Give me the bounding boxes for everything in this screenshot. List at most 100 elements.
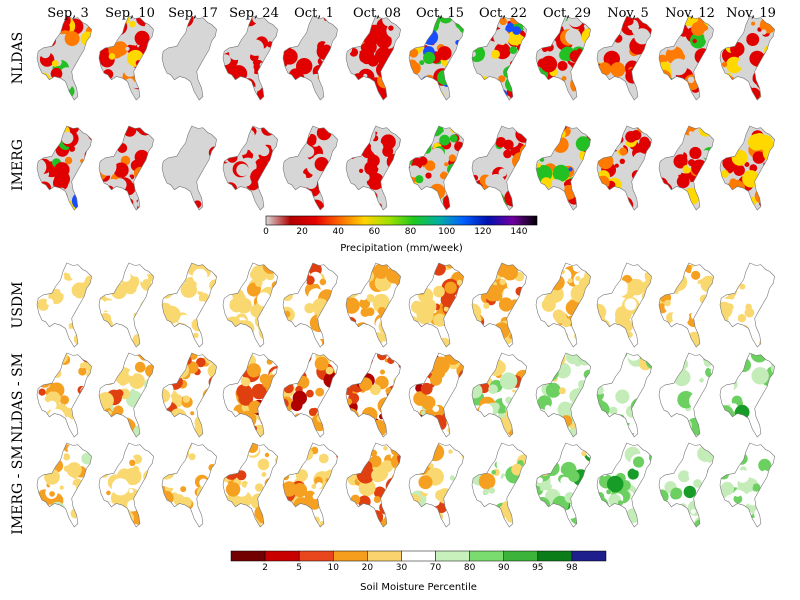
sm-colorbar-segment [298, 550, 334, 562]
precip-tick-label: 20 [296, 227, 308, 237]
state-map [536, 353, 591, 437]
sm-colorbar-segment [333, 550, 368, 562]
map-outline [408, 442, 464, 528]
state-map [223, 353, 278, 437]
map-outline [596, 442, 652, 528]
map-outline [222, 262, 278, 348]
precip-tick-label: 120 [474, 227, 492, 237]
map-outline [658, 262, 714, 348]
sm-tick-label: 90 [497, 563, 510, 573]
map-outline [36, 262, 92, 348]
map-outline [222, 352, 278, 438]
state-map [472, 443, 527, 527]
map-outline [36, 352, 92, 438]
map-outline [408, 352, 464, 438]
state-map [99, 16, 154, 100]
state-map [536, 443, 591, 527]
map-outline [471, 125, 527, 211]
date-header: Sep, 10 [105, 6, 155, 21]
map-outline [596, 15, 652, 101]
date-header: Sep, 24 [229, 6, 279, 21]
map-outline [408, 125, 464, 211]
state-map [472, 16, 527, 100]
row-label: IMERG [10, 139, 26, 191]
state-map [223, 443, 278, 527]
map-outline [36, 442, 92, 528]
state-map [37, 126, 92, 210]
map-outline [161, 262, 217, 348]
map-outline [535, 262, 591, 348]
state-map [37, 263, 92, 347]
map-outline [282, 442, 338, 528]
sm-tick-label: 30 [395, 563, 408, 573]
map-outline [98, 125, 154, 211]
precip-tick-label: 40 [332, 227, 344, 237]
sm-colorbar-segment [367, 550, 402, 562]
sm-colorbar-segment [401, 550, 436, 562]
map-outline [345, 125, 401, 211]
state-map [99, 353, 154, 437]
state-map [659, 353, 714, 437]
map-outline [471, 262, 527, 348]
map-outline [719, 125, 775, 211]
state-map [472, 126, 527, 210]
map-outline [719, 442, 775, 528]
map-outline [535, 442, 591, 528]
precip-colorbar [265, 215, 538, 226]
state-map [99, 443, 154, 527]
state-map [472, 263, 527, 347]
date-header: Oct, 15 [416, 6, 464, 21]
precip-tick-label: 80 [404, 227, 417, 237]
map-outline [345, 442, 401, 528]
sm-tick-label: 20 [361, 563, 374, 573]
sm-tick-label: 2 [262, 563, 268, 573]
map-outline [282, 15, 338, 101]
map-outline [36, 15, 92, 101]
map-outline [719, 352, 775, 438]
state-map [659, 263, 714, 347]
sm-colorbar-segment [230, 550, 266, 562]
map-outline [471, 15, 527, 101]
map-outline [98, 442, 154, 528]
date-header: Nov, 5 [607, 6, 649, 21]
sm-tick-label: 10 [327, 563, 339, 573]
map-outline [282, 262, 338, 348]
state-map [720, 443, 775, 527]
map-outline [596, 125, 652, 211]
state-map [346, 126, 401, 210]
map-outline [408, 262, 464, 348]
state-map [720, 126, 775, 210]
state-map [162, 126, 217, 210]
date-header: Sep, 3 [47, 6, 89, 21]
date-header: Oct, 22 [479, 6, 527, 21]
map-outline [345, 15, 401, 101]
map-outline [161, 15, 217, 101]
map-outline [719, 15, 775, 101]
map-outline [345, 262, 401, 348]
state-map [283, 443, 338, 527]
sm-tick-label: 95 [532, 563, 544, 573]
sm-tick-label: 98 [566, 563, 578, 573]
state-map [37, 443, 92, 527]
state-map [223, 16, 278, 100]
state-map [346, 16, 401, 100]
map-outline [222, 442, 278, 528]
state-map [409, 443, 464, 527]
precip-tick-label: 60 [368, 227, 381, 237]
date-header: Nov, 19 [726, 6, 776, 21]
precip-tick-label: 140 [510, 227, 528, 237]
sm-colorbar-segment [469, 550, 504, 562]
sm-tick-label: 80 [463, 563, 476, 573]
sm-colorbar-segment [503, 550, 539, 562]
sm-tick-label: 70 [429, 563, 442, 573]
state-map [597, 263, 652, 347]
map-outline [98, 262, 154, 348]
sm-colorbar-segment [571, 550, 607, 562]
date-header: Sep, 17 [168, 6, 218, 21]
state-map [409, 263, 464, 347]
map-outline [222, 125, 278, 211]
map-outline [98, 352, 154, 438]
sm-colorbar-title: Soil Moisture Percentile [360, 582, 477, 593]
